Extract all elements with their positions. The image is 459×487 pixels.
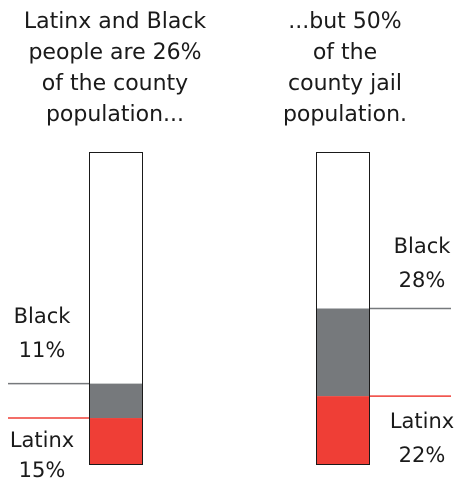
left-latinx-value-label: 15% xyxy=(19,458,66,482)
right-latinx-name-label: Latinx xyxy=(390,409,454,433)
left-chart-title: Latinx and Black people are 26% of the c… xyxy=(23,9,207,127)
left-latinx-name-label: Latinx xyxy=(10,428,74,452)
right-chart-title: ...but 50% of the county jail population… xyxy=(282,9,408,127)
right-latinx-value-label: 22% xyxy=(399,443,446,467)
right-black-name-label: Black xyxy=(394,234,452,258)
left-black-name-label: Black xyxy=(14,304,72,328)
left-black-value-label: 11% xyxy=(19,338,66,362)
left-black-segment xyxy=(90,383,142,419)
right-black-segment xyxy=(317,308,369,397)
right-latinx-segment xyxy=(317,396,369,464)
left-latinx-segment xyxy=(90,418,142,464)
right-black-value-label: 28% xyxy=(399,268,446,292)
